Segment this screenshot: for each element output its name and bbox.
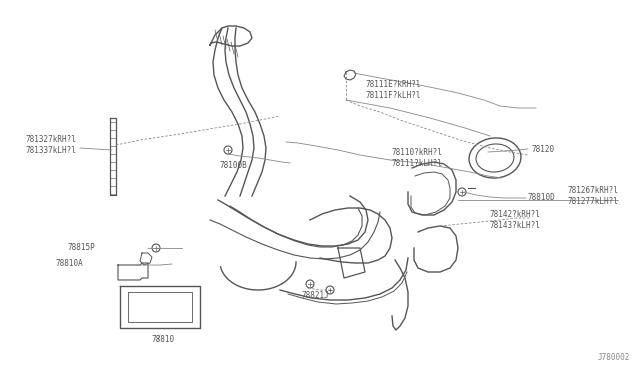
Text: 78142?kRH?l
78143?kLH?l: 78142?kRH?l 78143?kLH?l bbox=[490, 210, 541, 230]
Text: 78111E?kRH?l
78111F?kLH?l: 78111E?kRH?l 78111F?kLH?l bbox=[365, 80, 420, 100]
Text: 78110?kRH?l
78111?kLH?l: 78110?kRH?l 78111?kLH?l bbox=[392, 148, 443, 168]
Text: 781327kRH?l
781337kLH?l: 781327kRH?l 781337kLH?l bbox=[26, 135, 77, 155]
Text: 78815P: 78815P bbox=[68, 243, 96, 251]
Text: 78810A: 78810A bbox=[55, 259, 83, 267]
Text: 78821J: 78821J bbox=[302, 292, 330, 301]
Text: 78120: 78120 bbox=[532, 145, 555, 154]
Text: 781267kRH?l
781277kLH?l: 781267kRH?l 781277kLH?l bbox=[568, 186, 619, 206]
Text: J780002: J780002 bbox=[598, 353, 630, 362]
Text: 78810D: 78810D bbox=[528, 193, 556, 202]
Text: 78100B: 78100B bbox=[220, 160, 248, 170]
Text: 78810: 78810 bbox=[152, 336, 175, 344]
